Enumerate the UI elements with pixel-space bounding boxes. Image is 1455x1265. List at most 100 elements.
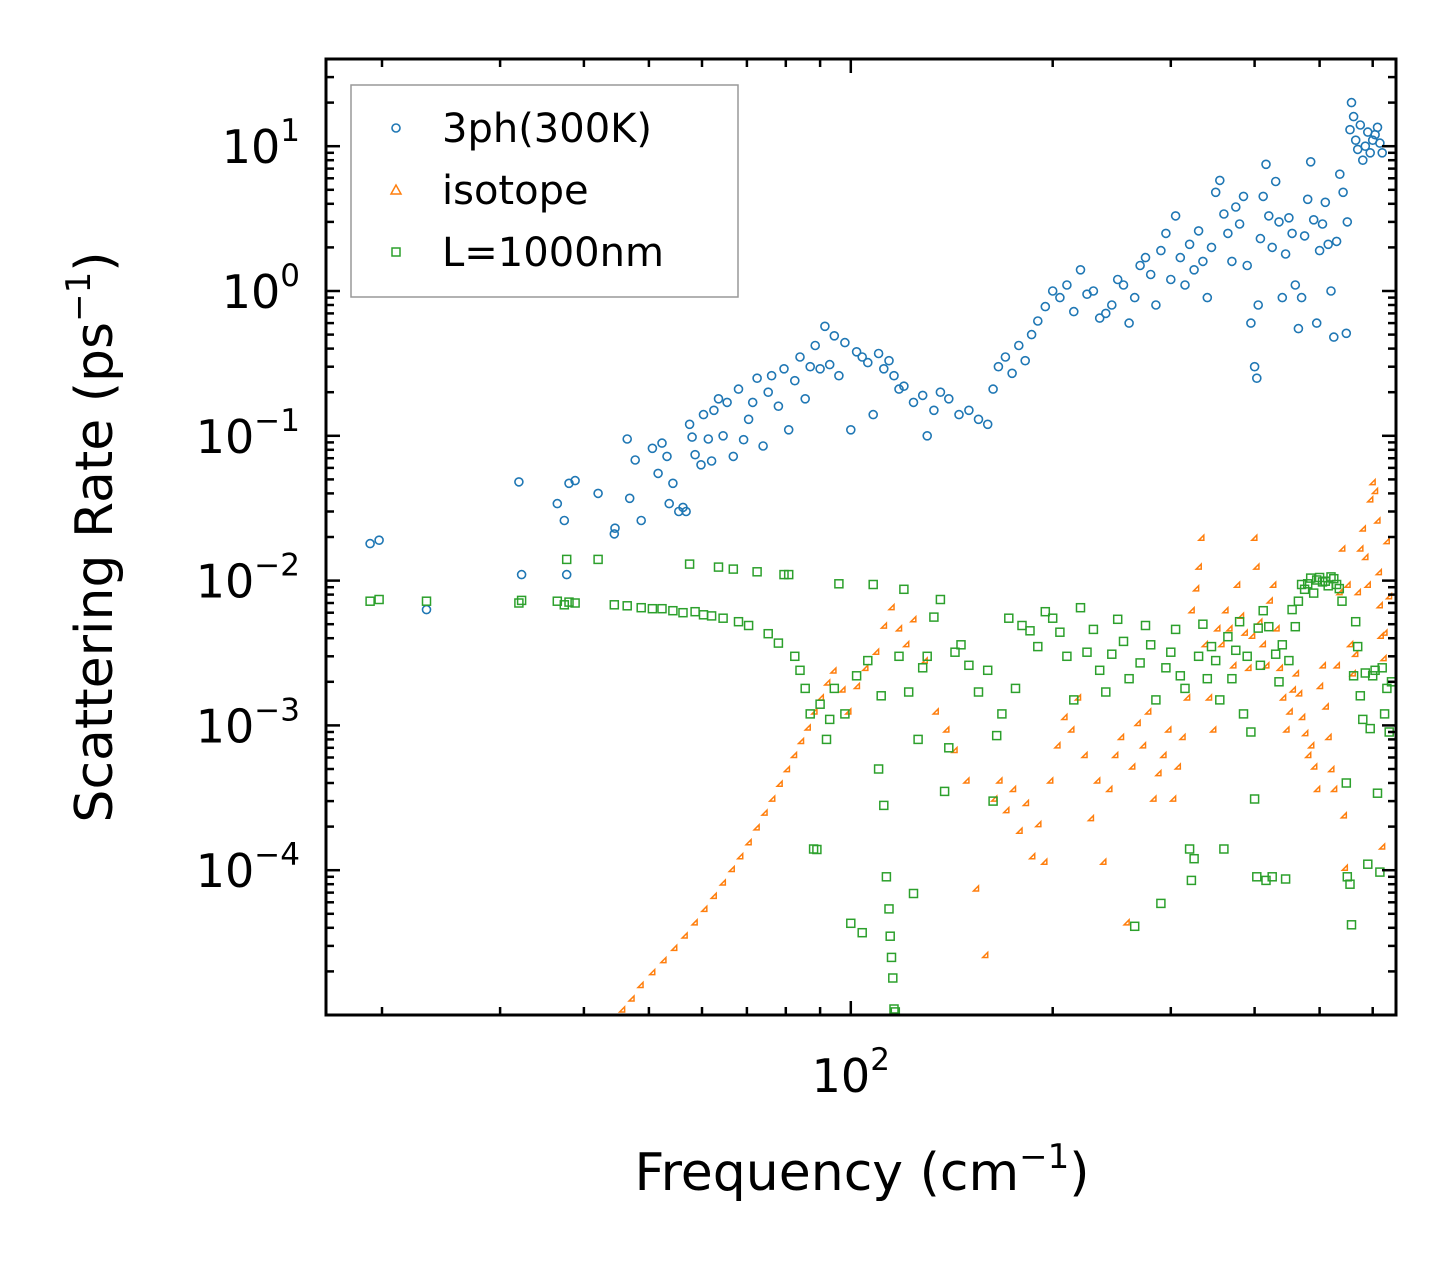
data-point	[669, 943, 678, 952]
data-point	[1242, 651, 1252, 662]
data-point	[795, 665, 805, 676]
data-point	[1202, 673, 1213, 684]
data-point	[1358, 714, 1368, 725]
data-point	[1265, 596, 1274, 604]
data-point	[1296, 292, 1307, 303]
data-point	[1118, 280, 1129, 290]
data-point	[627, 994, 635, 1002]
data-point	[1278, 693, 1287, 701]
data-point	[1007, 368, 1017, 379]
data-point	[1317, 219, 1328, 229]
data-point	[1261, 159, 1271, 170]
data-point	[622, 601, 632, 611]
data-point	[593, 488, 603, 499]
data-point	[1345, 639, 1354, 648]
data-point	[1161, 228, 1171, 239]
data-point	[889, 370, 899, 381]
data-point	[935, 387, 946, 398]
data-point	[1299, 231, 1310, 241]
data-point	[1252, 872, 1262, 882]
data-point	[1140, 620, 1151, 631]
data-point	[1217, 639, 1225, 648]
legend-entry: isotope	[389, 168, 589, 214]
data-point	[1170, 211, 1181, 221]
data-point	[1326, 764, 1335, 773]
data-point	[795, 352, 805, 362]
data-point	[887, 602, 895, 611]
data-point	[1118, 636, 1129, 647]
data-point	[908, 614, 917, 623]
data-point	[1321, 702, 1330, 710]
data-point	[763, 387, 774, 398]
data-point	[1101, 687, 1111, 697]
data-point	[690, 917, 698, 926]
data-point	[766, 370, 777, 381]
data-point	[1346, 97, 1357, 108]
data-point	[935, 594, 946, 605]
data-point	[954, 409, 964, 420]
data-point	[593, 554, 603, 565]
data-point	[1047, 613, 1058, 623]
data-point	[1242, 260, 1252, 271]
data-point	[1055, 292, 1065, 303]
data-point	[840, 709, 850, 719]
data-point	[800, 683, 810, 694]
data-point	[1075, 602, 1086, 613]
data-point	[713, 562, 724, 572]
data-point	[1210, 655, 1221, 666]
data-point	[1291, 668, 1300, 677]
data-point	[1277, 292, 1288, 303]
legend-label: isotope	[442, 168, 589, 214]
data-point	[789, 375, 800, 386]
data-point	[1228, 660, 1237, 669]
data-point	[1305, 573, 1316, 583]
data-point	[1221, 605, 1229, 614]
data-point	[1000, 352, 1011, 362]
data-point	[636, 980, 644, 989]
y-tick-label: 10−2	[196, 548, 300, 609]
data-point	[1360, 141, 1371, 151]
data-point	[1094, 313, 1105, 323]
data-point	[1208, 725, 1217, 733]
data-point	[890, 1007, 901, 1015]
data-point	[1193, 651, 1204, 662]
data-point	[1274, 217, 1284, 227]
data-point	[709, 891, 718, 900]
data-point	[653, 468, 663, 479]
data-point	[1015, 826, 1023, 834]
data-point	[1384, 591, 1393, 600]
data-point	[1173, 762, 1182, 770]
legend-label: L=1000nm	[442, 230, 664, 276]
data-point	[752, 373, 762, 384]
data-point	[1191, 583, 1200, 592]
legend: 3ph(300K) isotope L=1000nm	[350, 84, 739, 298]
data-point	[868, 579, 878, 590]
data-point	[879, 800, 889, 811]
data-point	[824, 714, 835, 725]
data-point	[1129, 921, 1140, 932]
data-point	[1355, 544, 1364, 552]
data-point	[1206, 641, 1217, 652]
data-point	[1380, 628, 1388, 636]
data-point	[812, 844, 822, 855]
data-point	[1367, 671, 1378, 681]
data-point	[820, 321, 830, 332]
data-point	[678, 607, 688, 618]
data-point	[1293, 323, 1304, 334]
data-point	[1255, 660, 1266, 671]
series-triangle-points	[617, 477, 1393, 1013]
data-point	[1198, 619, 1208, 629]
data-point	[943, 393, 954, 404]
data-point	[1246, 318, 1256, 328]
data-point	[1348, 671, 1359, 681]
data-point	[1140, 252, 1151, 263]
data-point	[636, 515, 647, 526]
data-point	[514, 598, 524, 608]
data-point	[829, 683, 840, 694]
data-point	[834, 579, 844, 589]
data-point	[1101, 308, 1111, 319]
data-point	[908, 397, 919, 408]
data-point	[1341, 328, 1352, 339]
data-point	[365, 538, 375, 549]
data-point	[773, 638, 784, 648]
